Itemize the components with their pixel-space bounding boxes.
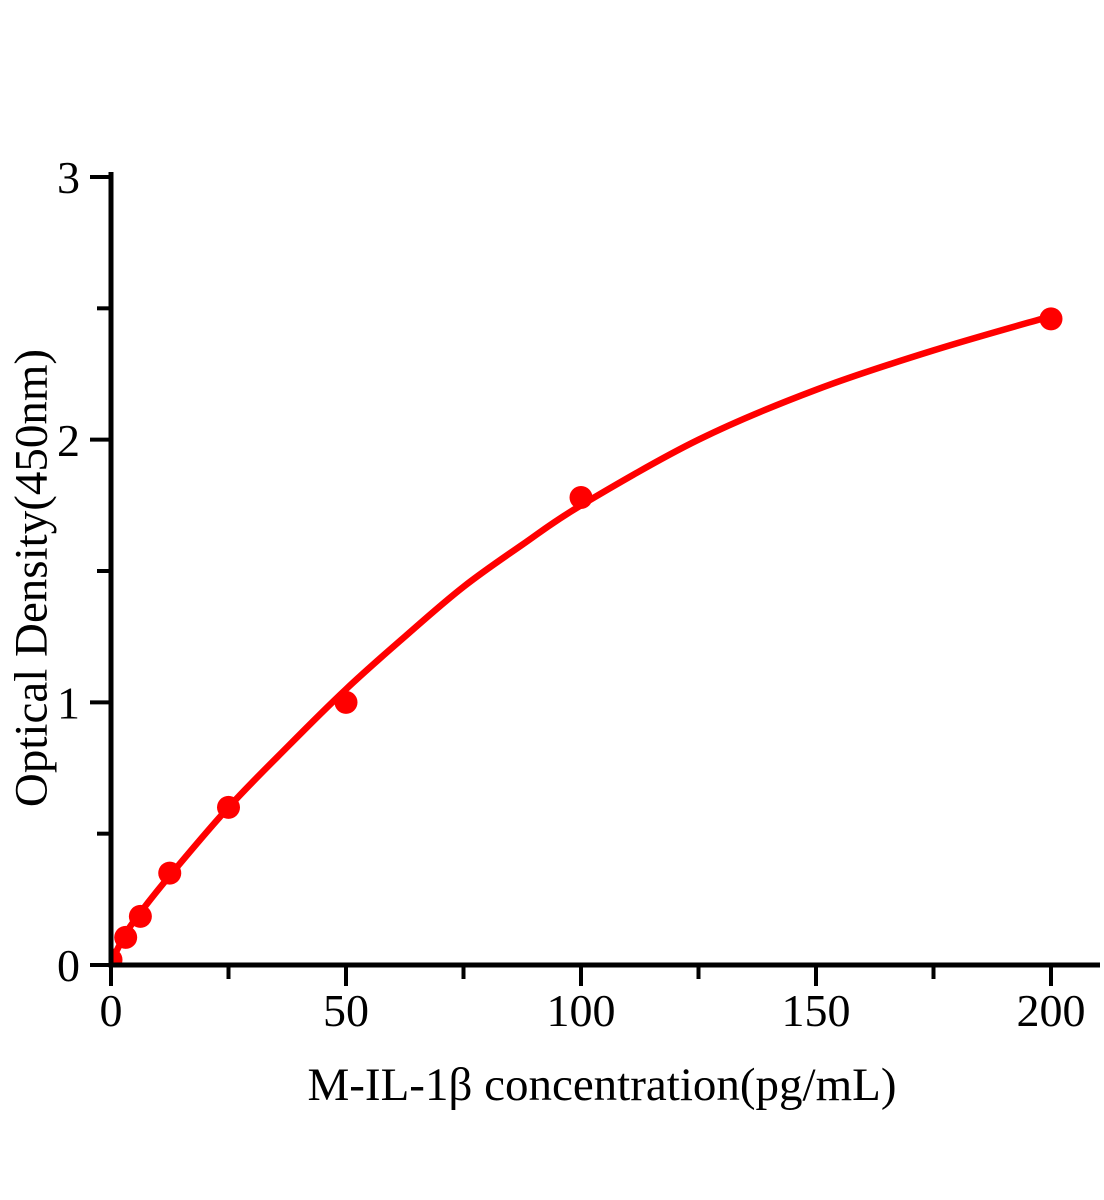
axes-layer — [90, 172, 1100, 986]
data-point-marker — [114, 925, 138, 949]
y-axis-title: Optical Density(450nm) — [5, 349, 57, 807]
y-tick-label: 3 — [57, 152, 80, 203]
x-tick-label: 100 — [547, 985, 616, 1036]
x-tick-label: 200 — [1017, 985, 1086, 1036]
data-point-marker — [569, 485, 593, 509]
data-point-marker — [158, 861, 182, 885]
data-point-marker — [128, 904, 152, 928]
data-point-marker — [334, 690, 358, 714]
tick-label-layer: 0 50 100 150 200 0 1 2 3 — [57, 152, 1086, 1036]
y-tick-label: 0 — [57, 940, 80, 991]
x-tick-label: 0 — [100, 985, 123, 1036]
x-tick-label: 150 — [782, 985, 851, 1036]
x-tick-label: 50 — [323, 985, 369, 1036]
y-tick-label: 1 — [57, 677, 80, 728]
y-tick-label: 2 — [57, 415, 80, 466]
fitted-curve-line — [111, 312, 1055, 966]
data-point-marker — [217, 795, 240, 819]
data-point-marker — [1039, 307, 1063, 331]
data-point-marker — [111, 948, 123, 967]
x-axis-title: M-IL-1β concentration(pg/mL) — [307, 1059, 896, 1111]
series-layer — [111, 307, 1063, 967]
